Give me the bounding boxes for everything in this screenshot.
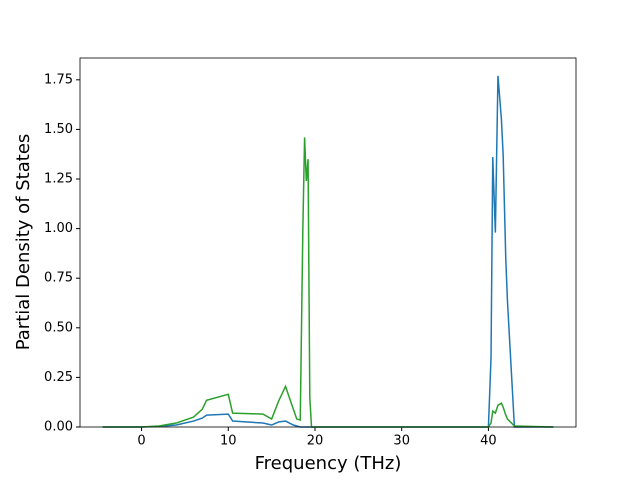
y-tick-label: 0.75	[44, 271, 73, 286]
y-tick-label: 0.50	[44, 320, 73, 335]
plot-frame	[79, 57, 577, 428]
x-axis-label: Frequency (THz)	[255, 453, 402, 474]
series-line	[102, 75, 554, 428]
y-tick-label: 1.50	[44, 122, 73, 137]
y-tick-label: 1.75	[44, 72, 73, 87]
y-tick-label: 0.00	[44, 420, 73, 435]
x-tick-label: 40	[480, 434, 497, 449]
x-tick-label: 20	[307, 434, 324, 449]
x-tick-label: 0	[137, 434, 145, 449]
y-tick-label: 1.00	[44, 221, 73, 236]
x-tick-label: 10	[220, 434, 237, 449]
y-axis-label: Partial Density of States	[13, 134, 34, 351]
x-tick-label: 30	[393, 434, 410, 449]
y-tick-label: 1.25	[44, 172, 73, 187]
y-tick-label: 0.25	[44, 370, 73, 385]
series-line	[102, 137, 554, 428]
